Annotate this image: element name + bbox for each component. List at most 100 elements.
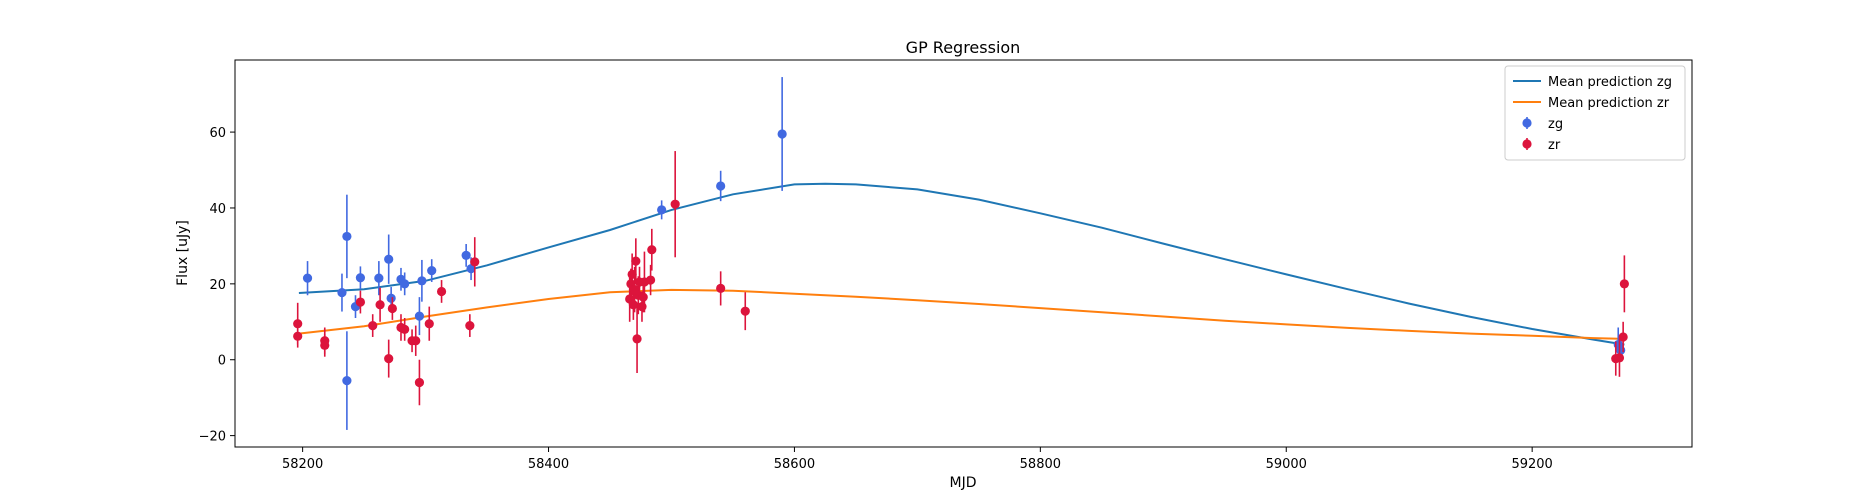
legend-box xyxy=(1504,65,1686,161)
marker xyxy=(631,256,641,266)
data-point-zr-36 xyxy=(1614,338,1625,377)
marker xyxy=(342,231,352,242)
data-point-zg-3 xyxy=(342,331,352,430)
marker xyxy=(355,297,366,307)
data-point-zg-14 xyxy=(461,244,471,267)
legend-marker-swatch xyxy=(1522,118,1532,128)
data-point-zr-13 xyxy=(414,359,425,406)
marker xyxy=(355,273,366,283)
marker xyxy=(647,245,657,255)
data-point-zr-15 xyxy=(436,280,447,303)
marker xyxy=(337,287,347,298)
data-point-zr-4 xyxy=(355,290,366,314)
legend-entry: zr xyxy=(1522,138,1561,153)
data-point-zg-0 xyxy=(302,261,313,296)
legend-marker-swatch xyxy=(1522,139,1532,149)
x-tick-label: 58200 xyxy=(282,457,323,472)
marker xyxy=(1618,332,1628,342)
data-point-zg-12 xyxy=(417,259,427,302)
y-axis: −20 0 20 40 60 xyxy=(199,126,235,445)
marker xyxy=(414,377,425,388)
marker xyxy=(670,199,680,209)
plot-area-frame xyxy=(234,59,1693,448)
y-tick-label: −20 xyxy=(199,430,226,445)
marker xyxy=(628,300,638,310)
data-point-zr-6 xyxy=(375,287,385,322)
data-point-zg-13 xyxy=(427,259,437,282)
x-tick-label: 58400 xyxy=(528,457,569,472)
marker xyxy=(414,311,425,321)
data-point-zg-2 xyxy=(342,194,352,279)
x-axis: 58200 58400 58600 58800 59000 59200 xyxy=(282,447,1553,472)
data-point-zr-8 xyxy=(387,297,397,320)
x-tick-label: 59000 xyxy=(1266,457,1307,472)
data-point-zg-6 xyxy=(374,261,384,296)
data-point-zr-5 xyxy=(368,314,378,337)
marker xyxy=(368,320,378,331)
mean-prediction-line-1 xyxy=(298,288,1625,340)
marker xyxy=(716,283,726,294)
marker xyxy=(632,334,642,344)
data-point-zr-34 xyxy=(740,292,750,331)
marker xyxy=(384,254,394,264)
marker xyxy=(293,331,303,341)
y-tick-label: 20 xyxy=(209,278,226,293)
data-point-zg-1 xyxy=(337,273,347,312)
marker xyxy=(400,279,410,289)
data-point-zr-31 xyxy=(647,228,657,271)
data-point-zg-11 xyxy=(414,297,425,336)
legend-label: Mean prediction zr xyxy=(1548,96,1670,111)
marker xyxy=(387,303,397,314)
legend-label: Mean prediction zg xyxy=(1548,75,1672,90)
errorbars-layer xyxy=(293,77,1629,430)
marker xyxy=(386,293,396,303)
marker xyxy=(436,286,447,297)
data-point-zr-1 xyxy=(293,324,303,348)
legend-entry: Mean prediction zr xyxy=(1513,96,1670,111)
y-tick-label: 0 xyxy=(218,354,226,369)
data-point-zr-3 xyxy=(320,333,330,357)
marker xyxy=(400,324,410,334)
data-point-zr-14 xyxy=(424,306,434,341)
data-point-zr-28 xyxy=(638,281,648,313)
marker xyxy=(384,353,394,364)
marker xyxy=(320,340,330,350)
data-point-zg-5 xyxy=(355,266,366,290)
legend-label: zg xyxy=(1548,117,1563,132)
marker xyxy=(302,273,313,283)
marker xyxy=(342,376,352,386)
data-point-zr-23 xyxy=(631,238,641,284)
y-axis-label: Flux [uJy] xyxy=(175,220,191,286)
marker xyxy=(466,264,476,274)
data-point-zg-17 xyxy=(716,170,726,202)
marker xyxy=(374,273,384,283)
data-point-zr-21 xyxy=(628,289,638,320)
data-point-zg-10 xyxy=(400,272,410,296)
marker xyxy=(657,205,667,215)
marker xyxy=(375,300,385,310)
marker xyxy=(716,181,726,191)
x-tick-label: 58800 xyxy=(1020,457,1061,472)
data-point-zr-12 xyxy=(411,325,421,356)
data-point-zr-16 xyxy=(465,314,475,337)
marker xyxy=(1619,279,1629,289)
marker xyxy=(777,129,787,139)
data-point-zg-16 xyxy=(657,200,667,220)
y-tick-label: 40 xyxy=(209,202,226,217)
marker xyxy=(740,306,750,316)
marker xyxy=(424,319,434,329)
x-tick-label: 59200 xyxy=(1511,457,1552,472)
marker xyxy=(1614,353,1625,363)
mean-prediction-line-0 xyxy=(298,182,1625,346)
legend-entry: zg xyxy=(1522,117,1563,132)
marker xyxy=(461,250,471,260)
data-point-zr-38 xyxy=(1619,255,1629,313)
data-point-zr-10 xyxy=(400,318,410,341)
data-point-zr-30 xyxy=(645,264,656,296)
marker xyxy=(645,275,656,285)
marker xyxy=(465,320,475,331)
data-point-zr-37 xyxy=(1618,321,1628,353)
marker xyxy=(427,265,437,276)
x-axis-label: MJD xyxy=(950,475,977,491)
